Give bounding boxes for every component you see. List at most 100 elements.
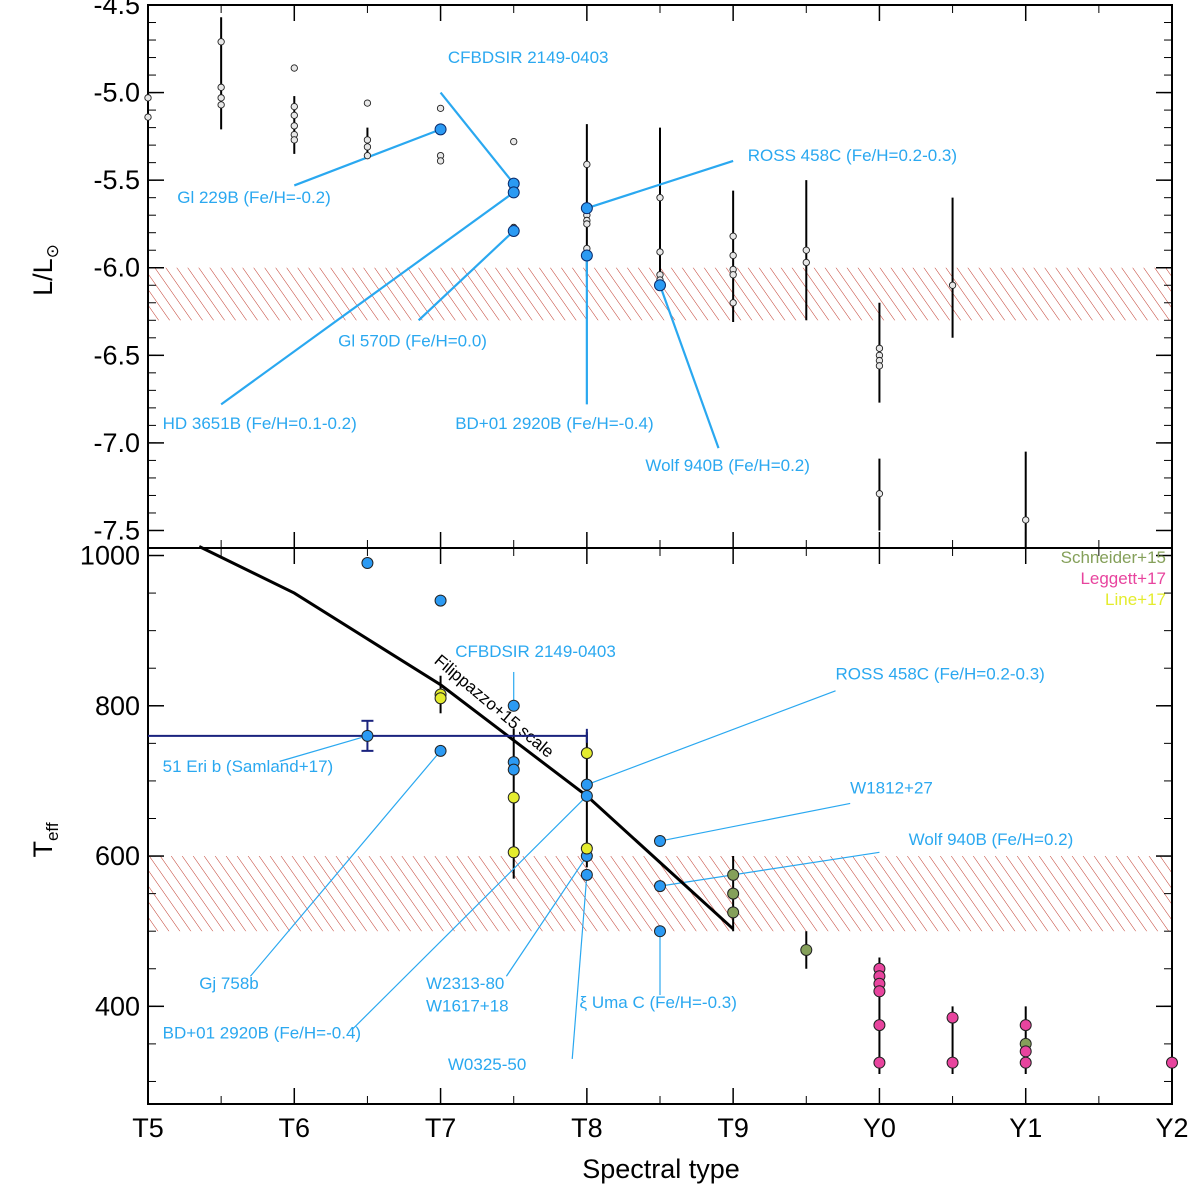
- x-tick-label: Y0: [863, 1113, 896, 1143]
- eri-data-point: [361, 729, 374, 742]
- open-data-point: [729, 251, 737, 260]
- y-tick-label: -5.0: [93, 78, 140, 108]
- open-data-point: [583, 160, 591, 169]
- x-tick-label: T8: [571, 1113, 603, 1143]
- annotation-label: ξ Uma C (Fe/H=-0.3): [580, 993, 737, 1012]
- open-data-point: [290, 102, 298, 111]
- benchmark-data-point: [580, 249, 593, 262]
- open-data-point: [729, 271, 737, 279]
- annotation-leader: [220, 191, 515, 406]
- luminosity-panel: -4.5 -5.0 -5.5 -6.0 -6.5 -7.0 -7.5 CFBDSIR 2149…: [93, 0, 1173, 549]
- x-tick-label: T7: [425, 1113, 457, 1143]
- annotation-label: HD 3651B (Fe/H=0.1-0.2): [163, 414, 357, 433]
- bottom-y-axis-label: Teff: [28, 822, 62, 857]
- annotation-label: W1617+18: [426, 997, 509, 1016]
- schneider15-data-point: [727, 887, 740, 900]
- leggett17-data-point: [1019, 1056, 1032, 1069]
- y-tick-label: -5.5: [93, 165, 140, 195]
- leggett17-data-point: [873, 1019, 886, 1032]
- leggett17-data-point: [1019, 1045, 1032, 1058]
- hatched-band: [148, 856, 1172, 932]
- open-data-point: [144, 113, 152, 121]
- line17-data-point: [580, 747, 593, 760]
- annotation-leader: [439, 91, 515, 185]
- open-data-point: [217, 101, 225, 109]
- open-data-point: [290, 64, 298, 72]
- y-tick-label: 800: [95, 691, 140, 721]
- leggett17-data-point: [946, 1011, 959, 1024]
- open-data-point: [363, 136, 372, 144]
- open-data-point: [948, 281, 957, 289]
- y-tick-label: -7.5: [93, 515, 140, 545]
- annotation-label: W2313-80: [426, 974, 504, 993]
- x-axis-label: Spectral type: [582, 1154, 740, 1184]
- open-data-point: [144, 94, 152, 102]
- annotation-leader: [352, 795, 588, 1030]
- x-tick-labels: T5 T6 T7 T8 T9 Y0 Y1 Y2: [132, 1113, 1188, 1143]
- open-data-point: [510, 137, 518, 146]
- annotation-label: Wolf 940B (Fe/H=0.2): [645, 456, 810, 475]
- annotation-label: CFBDSIR 2149-0403: [455, 642, 616, 661]
- annotation-label: ROSS 458C (Fe/H=0.2-0.3): [748, 146, 957, 165]
- benchmark-data-point: [434, 594, 447, 607]
- annotation-leader: [279, 735, 368, 762]
- open-data-point: [802, 258, 810, 267]
- annotation-leader: [659, 802, 851, 842]
- annotation-label: Gl 570D (Fe/H=0.0): [338, 332, 487, 351]
- benchmark-data-point: [654, 925, 666, 938]
- benchmark-data-point: [507, 699, 520, 712]
- line17-data-point: [580, 842, 593, 855]
- y-tick-label: 600: [95, 841, 140, 871]
- svg-text:L/L⊙: L/L⊙: [28, 244, 62, 296]
- benchmark-data-point: [507, 186, 520, 199]
- leggett17-data-point: [946, 1056, 959, 1069]
- y-tick-label: -4.5: [93, 0, 140, 20]
- annotation-label: CFBDSIR 2149-0403: [448, 48, 609, 67]
- open-data-point: [363, 151, 372, 160]
- panel-frame: [147, 547, 1173, 1105]
- schneider15-data-point: [727, 868, 740, 881]
- open-data-point: [436, 157, 445, 165]
- x-tick-label: T6: [279, 1113, 311, 1143]
- x-tick-label: Y1: [1009, 1113, 1042, 1143]
- benchmark-data-point: [507, 224, 520, 237]
- benchmark-data-point: [580, 778, 593, 791]
- annotation-label: Wolf 940B (Fe/H=0.2): [909, 830, 1074, 849]
- y-tick-label: 400: [95, 991, 140, 1021]
- benchmark-data-point: [434, 744, 447, 757]
- annotation-leader: [586, 159, 734, 210]
- open-data-point: [217, 83, 225, 91]
- open-data-point: [729, 299, 737, 307]
- open-data-point: [217, 94, 225, 102]
- leggett17-data-point: [873, 1056, 886, 1069]
- y-tick-label: -6.0: [93, 253, 140, 283]
- open-data-point: [363, 99, 372, 107]
- y-tick-label: -6.5: [93, 340, 140, 370]
- open-data-point: [656, 194, 664, 202]
- annotation-label: BD+01 2920B (Fe/H=-0.4): [163, 1024, 361, 1043]
- open-data-point: [217, 38, 225, 46]
- top-y-axis-label-main: L/L: [28, 258, 58, 296]
- bottom-y-axis-label-sub: eff: [43, 822, 62, 841]
- top-y-axis-label-sub: ⊙: [43, 244, 62, 258]
- relation-label: Filippazzo+15 scale: [431, 651, 558, 762]
- open-data-point: [290, 122, 298, 130]
- open-data-point: [290, 136, 298, 144]
- benchmark-data-point: [434, 123, 447, 136]
- filippazzo-relation-line: [198, 545, 735, 931]
- y-tick-label: -7.0: [93, 428, 140, 458]
- open-data-point: [875, 344, 884, 352]
- open-data-point: [363, 143, 372, 151]
- leggett17-data-point: [873, 985, 886, 998]
- schneider15-data-point: [727, 906, 740, 919]
- annotation-label: 51 Eri b (Samland+17): [163, 757, 334, 776]
- open-data-point: [290, 111, 298, 120]
- top-y-axis-label: L/L⊙: [28, 244, 62, 296]
- annotation-leader: [571, 874, 588, 1059]
- bottom-y-axis-label-main: T: [28, 841, 58, 858]
- line17-data-point: [507, 846, 520, 859]
- open-data-point: [1022, 516, 1030, 524]
- annotation-label: Gj 758b: [199, 974, 259, 993]
- legend-entry: Leggett+17: [1080, 569, 1166, 588]
- annotation-label: W0325-50: [448, 1055, 526, 1074]
